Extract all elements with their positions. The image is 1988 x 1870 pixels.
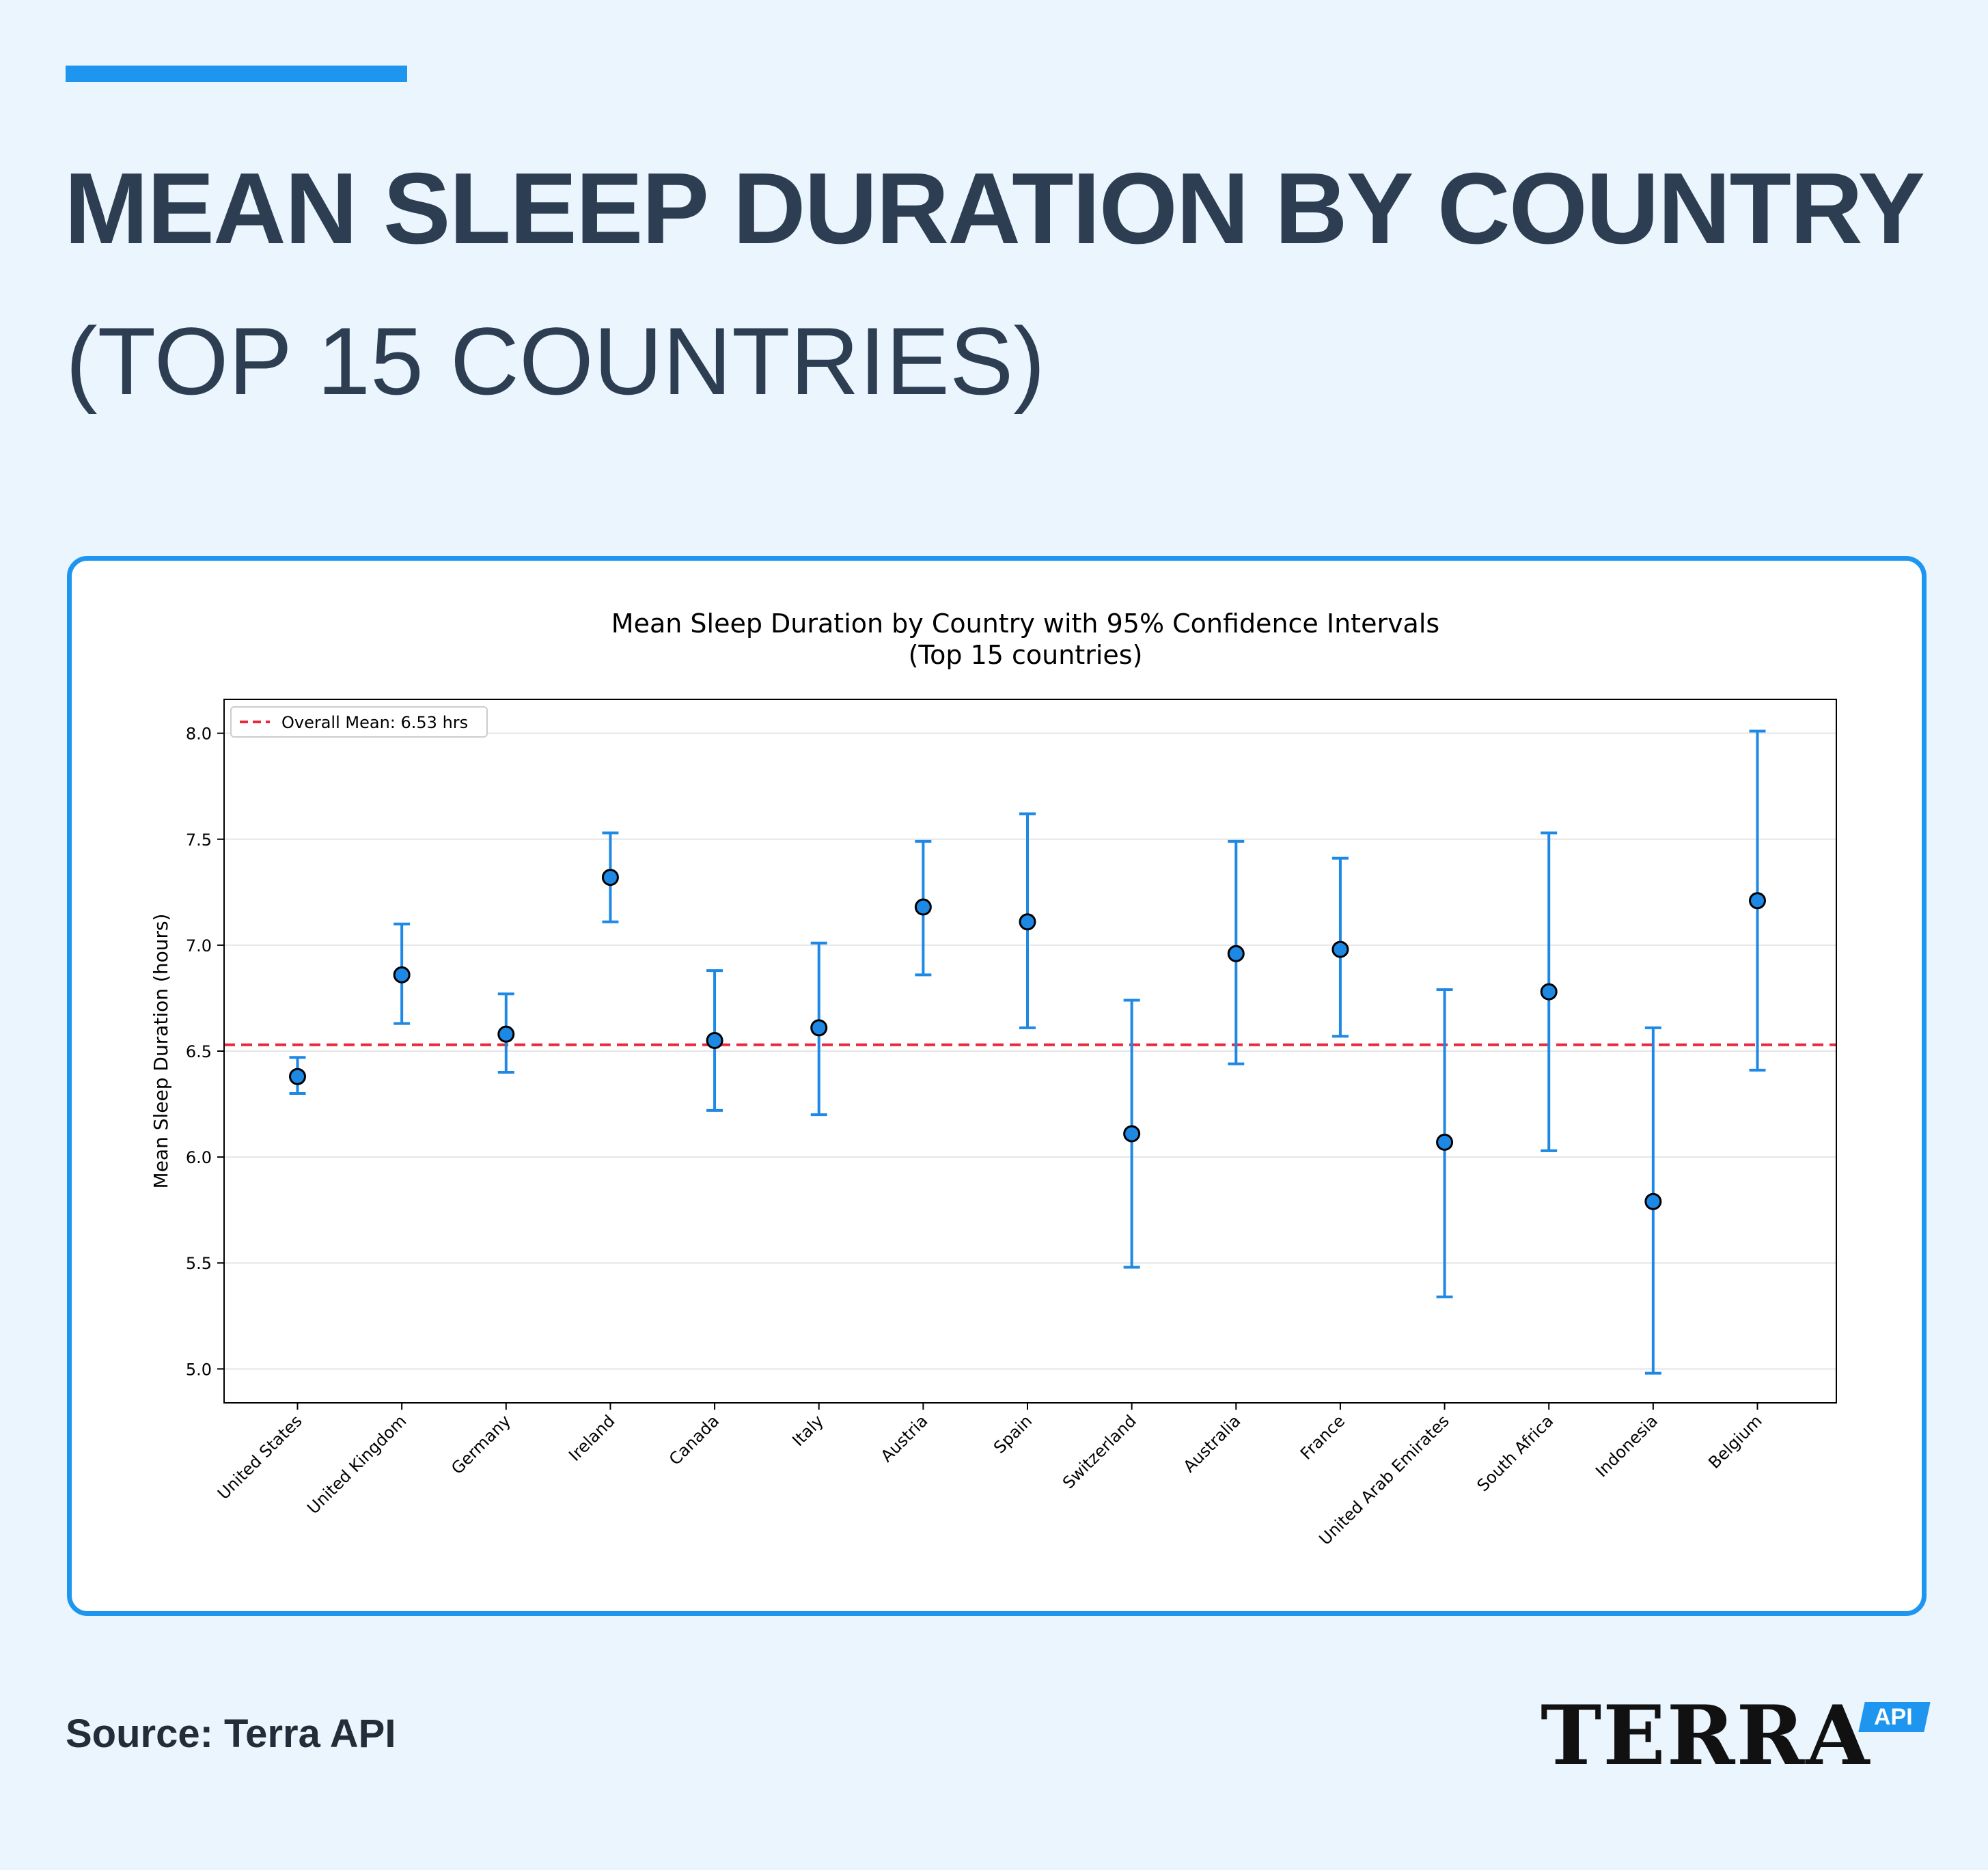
logo-wordmark: TERRA <box>1541 1688 1871 1784</box>
y-axis-ticks: 5.0 5.5 6.0 6.5 7.0 7.5 8.0 <box>186 725 224 1379</box>
terra-logo: TERRA API <box>1541 1695 1931 1777</box>
x-tick-label: South Africa <box>1474 1411 1558 1495</box>
data-point <box>1331 940 1349 958</box>
grid-lines <box>224 732 1836 1370</box>
error-bars <box>289 729 1766 1375</box>
data-point <box>1436 1133 1454 1151</box>
y-tick-label: 7.0 <box>186 936 212 955</box>
data-points <box>289 869 1766 1210</box>
legend-box <box>230 706 488 738</box>
y-tick-label: 7.5 <box>186 831 212 850</box>
x-tick-label: France <box>1297 1411 1349 1463</box>
data-point <box>601 869 619 887</box>
legend: Overall Mean: 6.53 hrs <box>230 706 488 738</box>
data-point <box>1540 983 1558 1001</box>
x-tick-label: Spain <box>990 1411 1036 1457</box>
y-tick-label: 5.5 <box>186 1254 212 1273</box>
y-axis-label: Mean Sleep Duration (hours) <box>150 914 172 1189</box>
x-tick-label: Australia <box>1180 1411 1245 1476</box>
data-point <box>706 1031 723 1049</box>
x-tick-label: Ireland <box>565 1411 618 1465</box>
x-tick-label: Switzerland <box>1059 1411 1140 1492</box>
chart-subtitle: (Top 15 countries) <box>909 640 1143 670</box>
y-tick-label: 5.0 <box>186 1360 212 1379</box>
x-tick-label: Italy <box>788 1411 827 1450</box>
data-point <box>497 1025 515 1043</box>
x-tick-label: United Kingdom <box>303 1411 410 1518</box>
chart-svg: Mean Sleep Duration by Country with 95% … <box>150 609 1837 1549</box>
page-subtitle: (TOP 15 COUNTRIES) <box>66 307 1045 415</box>
data-point <box>1749 892 1766 910</box>
data-point <box>1019 913 1036 931</box>
chart-card: Mean Sleep Duration by Country with 95% … <box>67 556 1927 1616</box>
logo-badge-text: API <box>1874 1704 1913 1730</box>
legend-label: Overall Mean: 6.53 hrs <box>281 713 468 732</box>
y-tick-label: 8.0 <box>186 725 212 744</box>
page-title: MEAN SLEEP DURATION BY COUNTRY <box>64 152 1925 265</box>
x-tick-label: Germany <box>447 1411 514 1478</box>
data-point <box>810 1019 828 1037</box>
x-tick-label: United States <box>214 1411 306 1503</box>
chart-title: Mean Sleep Duration by Country with 95% … <box>611 609 1439 639</box>
data-point <box>393 966 411 983</box>
accent-bar <box>66 66 407 82</box>
data-point <box>1123 1125 1141 1143</box>
data-point <box>289 1067 306 1085</box>
data-point <box>914 898 932 916</box>
y-tick-label: 6.0 <box>186 1148 212 1167</box>
source-label: Source: Terra API <box>66 1712 396 1756</box>
x-tick-label: Indonesia <box>1592 1411 1661 1481</box>
x-tick-label: Austria <box>877 1411 932 1466</box>
x-tick-label: Belgium <box>1704 1411 1765 1472</box>
y-tick-label: 6.5 <box>186 1042 212 1061</box>
data-point <box>1227 945 1245 962</box>
x-tick-label: Canada <box>665 1411 723 1468</box>
data-point <box>1644 1192 1662 1210</box>
